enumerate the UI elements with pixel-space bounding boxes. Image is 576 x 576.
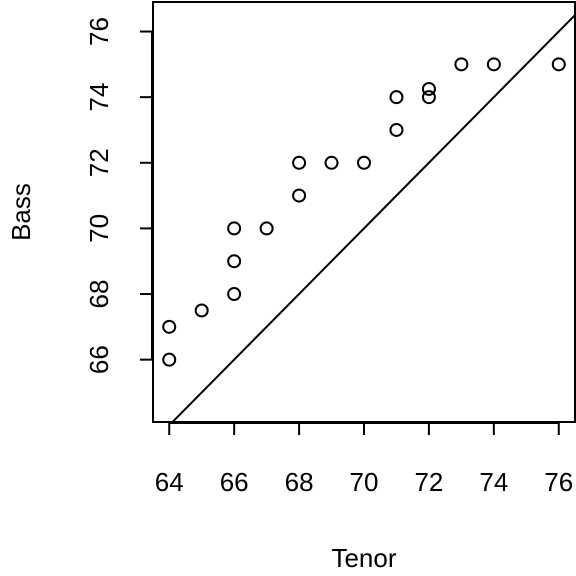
data-point [259, 221, 274, 236]
data-point [486, 57, 501, 72]
y-tick-label: 68 [84, 280, 114, 309]
data-point [357, 155, 371, 170]
data-point [421, 90, 436, 105]
plot-area [152, 1, 576, 423]
data-point [227, 221, 242, 236]
y-axis: 66 68 70 72 74 76 [84, 17, 153, 374]
y-tick-label: 72 [84, 148, 114, 177]
data-point [389, 90, 404, 105]
x-axis: 64 66 68 70 72 74 76 [155, 422, 573, 497]
x-tick-label: 64 [155, 467, 184, 497]
x-tick-label: 70 [350, 467, 379, 497]
data-point [324, 155, 339, 170]
data-point [551, 57, 566, 72]
x-axis-label: Tenor [331, 543, 396, 573]
y-tick-label: 66 [84, 345, 114, 374]
data-point [194, 303, 209, 318]
data-point [292, 188, 307, 203]
x-tick-label: 66 [220, 467, 249, 497]
data-point [162, 352, 177, 367]
data-point [421, 81, 436, 96]
data-point [292, 155, 307, 170]
data-point [454, 57, 469, 72]
reference-line [171, 14, 575, 422]
x-tick-label: 68 [285, 467, 314, 497]
x-tick-label: 76 [544, 467, 573, 497]
y-tick-label: 70 [84, 214, 114, 243]
plot-frame [152, 1, 576, 423]
data-point [389, 122, 404, 137]
data-point [227, 287, 242, 302]
y-tick-label: 74 [84, 83, 114, 112]
x-tick-label: 74 [479, 467, 508, 497]
y-axis-label: Bass [6, 183, 36, 241]
data-point [227, 254, 242, 269]
data-point [162, 319, 177, 334]
y-tick-label: 76 [84, 17, 114, 46]
x-tick-label: 72 [414, 467, 443, 497]
